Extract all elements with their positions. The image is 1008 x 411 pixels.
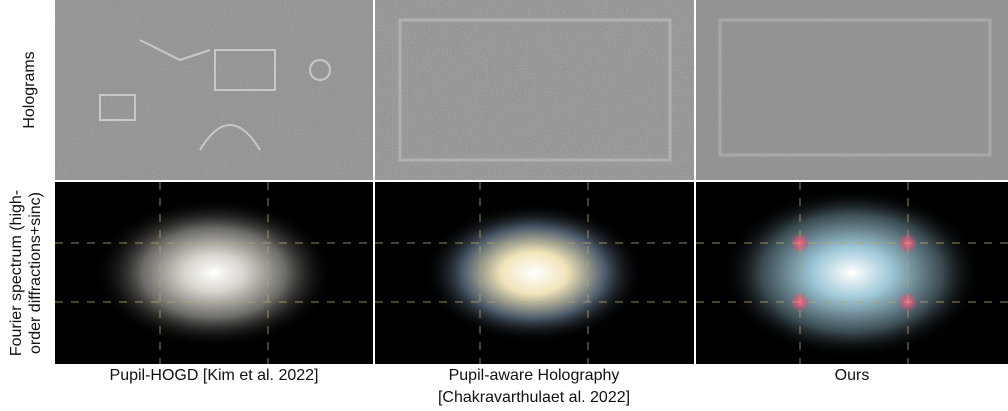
column-caption: Pupil-aware Holography <box>449 367 620 384</box>
row-label: order diffractions+sinc) <box>27 192 44 354</box>
row-label: Fourier spectrum (high- <box>8 190 25 356</box>
column-caption: [Chakravarthulaet al. 2022] <box>438 389 630 406</box>
column-caption: Ours <box>835 367 870 384</box>
figure: Holograms Fourier spectrum (high- order … <box>0 0 1008 411</box>
hologram-images <box>55 0 1008 180</box>
row-label: Holograms <box>21 51 38 128</box>
column-caption: Pupil-HOGD [Kim et al. 2022] <box>110 367 319 384</box>
spectrum-images <box>55 182 1008 364</box>
